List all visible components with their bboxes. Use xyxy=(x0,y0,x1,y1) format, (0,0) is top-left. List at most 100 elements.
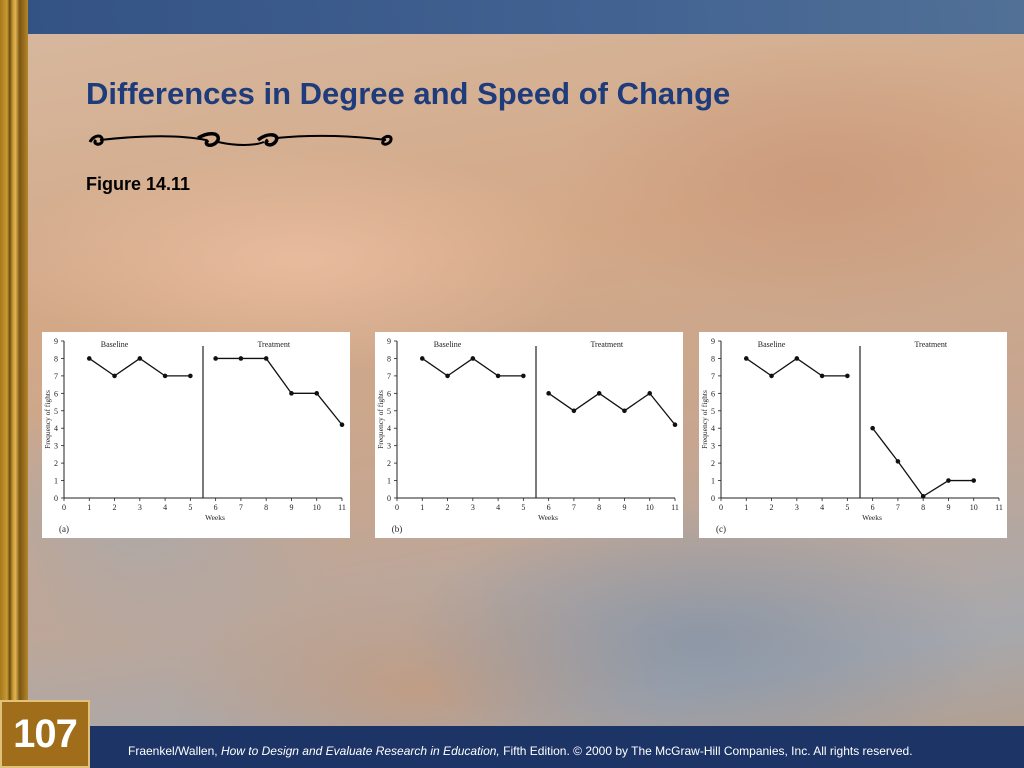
chart-1-y-tick-label: 0 xyxy=(387,494,391,503)
chart-0-x-tick-label: 9 xyxy=(289,503,293,512)
chart-0-y-tick-label: 4 xyxy=(54,424,58,433)
chart-1-series-0-point xyxy=(521,373,526,379)
chart-0-x-tick-label: 4 xyxy=(163,503,167,512)
chart-1-y-tick-label: 9 xyxy=(387,337,391,346)
chart-0-phase-label-treatment: Treatment xyxy=(257,340,290,349)
chart-1-series-1-line xyxy=(548,392,676,426)
page-number: 107 xyxy=(13,711,78,756)
bottom-band xyxy=(0,726,1024,768)
chart-2-series-1-point xyxy=(946,478,951,483)
chart-2-y-axis-title: Frequency of fights xyxy=(700,390,709,449)
chart-2-x-tick-label: 0 xyxy=(719,503,723,512)
footer-authors: Fraenkel/Wallen, xyxy=(128,744,221,758)
chart-0-y-tick-label: 6 xyxy=(54,389,58,398)
chart-1-x-tick-label: 0 xyxy=(395,503,399,512)
chart-0-panel-label: (a) xyxy=(59,524,69,534)
chart-2-series-0-point xyxy=(769,373,774,379)
chart-0-x-tick-label: 10 xyxy=(313,503,321,512)
chart-0-x-tick-label: 1 xyxy=(87,503,91,512)
chart-2-x-tick-label: 1 xyxy=(744,503,748,512)
chart-1-series-1-point xyxy=(596,391,602,396)
chart-1-y-tick-label: 1 xyxy=(387,477,391,486)
chart-0-x-tick-label: 5 xyxy=(188,503,192,512)
chart-0-y-tick-label: 1 xyxy=(54,477,58,486)
chart-2-y-tick-label: 3 xyxy=(711,442,715,451)
chart-2-series-1-point xyxy=(971,478,977,483)
chart-2-x-tick-label: 7 xyxy=(896,503,900,512)
chart-0-series-1-point xyxy=(263,356,269,361)
chart-1-y-tick-label: 3 xyxy=(387,442,391,451)
chart-panel-a: 0 1 2 3 4 5 6 7 8 9 0 1 2 3 4 5 6 7 8 9 10 11 Weeks Frequency o… xyxy=(42,332,350,538)
chart-2-series-0-line xyxy=(745,357,848,377)
chart-1-x-tick-label: 6 xyxy=(547,503,551,512)
chart-0-series-0-point xyxy=(137,356,143,361)
chart-2-series-0-point xyxy=(743,356,749,361)
chart-2-y-tick-label: 4 xyxy=(711,424,715,433)
chart-2-y-tick-label: 7 xyxy=(711,372,715,381)
chart-0-x-tick-label: 11 xyxy=(338,503,346,512)
chart-0-y-tick-label: 9 xyxy=(54,337,58,346)
chart-svg: 0 1 2 3 4 5 6 7 8 9 0 1 2 3 4 5 6 7 8 9 10 11 Weeks Frequency o… xyxy=(376,337,679,534)
chart-0-x-tick-label: 6 xyxy=(214,503,218,512)
chart-1-panel-label: (b) xyxy=(392,524,403,534)
chart-1-series-1-point xyxy=(546,391,551,396)
chart-0-x-tick-label: 2 xyxy=(113,503,117,512)
chart-1-y-tick-label: 8 xyxy=(387,354,391,363)
chart-1-x-tick-label: 7 xyxy=(572,503,576,512)
chart-2-y-tick-label: 8 xyxy=(711,354,715,363)
chart-2-series-0-point xyxy=(845,373,850,379)
chart-0-y-tick-label: 0 xyxy=(54,494,58,503)
chart-2-series-1-point xyxy=(870,425,875,431)
chart-2-x-tick-label: 5 xyxy=(845,503,849,512)
chart-0-y-tick-label: 5 xyxy=(54,407,58,416)
chart-1-series-0-point xyxy=(470,356,476,361)
chart-0-series-0-point xyxy=(112,373,117,379)
chart-1-phase-label-baseline: Baseline xyxy=(434,340,462,349)
chart-0-series-1-point xyxy=(213,356,218,361)
chart-2-y-tick-label: 1 xyxy=(711,477,715,486)
chart-0-y-tick-label: 3 xyxy=(54,442,58,451)
chart-2-phase-label-baseline: Baseline xyxy=(758,340,786,349)
chart-panel-c: 0 1 2 3 4 5 6 7 8 9 0 1 2 3 4 5 6 7 8 9 10 11 Weeks Frequency o… xyxy=(699,332,1007,538)
chart-1-series-1-point xyxy=(571,408,577,414)
chart-2-x-tick-label: 8 xyxy=(921,503,925,512)
chart-1-y-axis-title: Frequency of fights xyxy=(376,390,385,449)
chart-2-series-1-point xyxy=(895,459,901,464)
chart-2-series-0-point xyxy=(794,356,800,361)
chart-2-y-tick-label: 0 xyxy=(711,494,715,503)
chart-1-x-tick-label: 1 xyxy=(420,503,424,512)
left-decorative-bar xyxy=(0,0,28,768)
chart-2-y-tick-label: 2 xyxy=(711,459,715,468)
chart-0-x-axis-title: Weeks xyxy=(205,513,225,522)
chart-2-series-1-line xyxy=(872,427,974,498)
chart-panel-b: 0 1 2 3 4 5 6 7 8 9 0 1 2 3 4 5 6 7 8 9 10 11 Weeks Frequency o… xyxy=(375,332,683,538)
chart-1-series-0-point xyxy=(419,356,425,361)
chart-1-x-tick-label: 9 xyxy=(622,503,626,512)
chart-2-x-tick-label: 11 xyxy=(995,503,1003,512)
chart-2-x-axis-title: Weeks xyxy=(862,513,882,522)
top-band xyxy=(0,0,1024,34)
chart-0-x-tick-label: 3 xyxy=(138,503,142,512)
chart-0-phase-label-baseline: Baseline xyxy=(101,340,129,349)
chart-0-series-0-line xyxy=(88,357,191,377)
chart-1-series-0-point xyxy=(495,373,501,379)
page-number-box: 107 xyxy=(0,700,90,768)
chart-2-y-tick-label: 9 xyxy=(711,337,715,346)
chart-0-x-tick-label: 0 xyxy=(62,503,66,512)
chart-1-x-tick-label: 2 xyxy=(446,503,450,512)
chart-2-y-tick-label: 5 xyxy=(711,407,715,416)
chart-0-series-0-point xyxy=(188,373,193,379)
chart-1-y-tick-label: 4 xyxy=(387,424,391,433)
chart-2-x-tick-label: 9 xyxy=(946,503,950,512)
chart-2-x-tick-label: 2 xyxy=(770,503,774,512)
chart-1-series-1-point xyxy=(622,408,627,414)
chart-0-x-tick-label: 7 xyxy=(239,503,243,512)
chart-1-y-tick-label: 7 xyxy=(387,372,391,381)
chart-0-y-tick-label: 2 xyxy=(54,459,58,468)
chart-1-x-axis-title: Weeks xyxy=(538,513,558,522)
chart-1-y-tick-label: 2 xyxy=(387,459,391,468)
chart-svg: 0 1 2 3 4 5 6 7 8 9 0 1 2 3 4 5 6 7 8 9 10 11 Weeks Frequency o… xyxy=(43,337,346,534)
chart-0-series-1-point xyxy=(314,391,320,396)
chart-1-series-1-point xyxy=(672,422,678,428)
chart-0-y-tick-label: 7 xyxy=(54,372,58,381)
